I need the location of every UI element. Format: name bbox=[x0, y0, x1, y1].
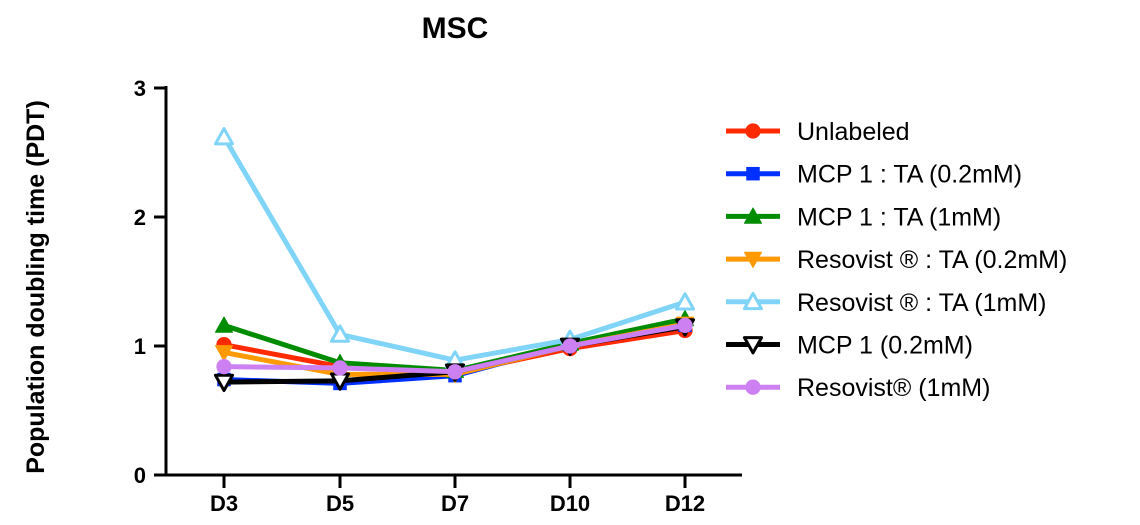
data-point bbox=[213, 127, 235, 146]
legend-label: Resovist ® : TA (1mM) bbox=[797, 289, 1046, 317]
y-ticks: 0 1 2 3 bbox=[134, 76, 166, 488]
data-point bbox=[677, 317, 693, 334]
legend-marker bbox=[743, 207, 763, 224]
y-tick-label: 3 bbox=[134, 76, 146, 101]
legend-entry: MCP 1 : TA (1mM) bbox=[726, 203, 1001, 231]
legend-marker bbox=[742, 336, 764, 355]
legend-entry: Unlabeled bbox=[726, 118, 910, 146]
data-point bbox=[562, 338, 578, 354]
y-tick-label: 1 bbox=[134, 334, 146, 359]
data-point bbox=[332, 360, 348, 376]
legend: Unlabeled MCP 1 : TA (0.2mM) MCP 1 : TA (1… bbox=[726, 118, 1067, 402]
legend-entry: MCP 1 : TA (0.2mM) bbox=[726, 161, 1022, 189]
y-axis-label: Population doubling time (PDT) bbox=[22, 100, 50, 474]
legend-label: Unlabeled bbox=[797, 118, 910, 146]
legend-entry: Resovist ® : TA (1mM) bbox=[726, 289, 1046, 317]
y-tick-label: 0 bbox=[134, 463, 146, 488]
legend-marker bbox=[745, 379, 761, 395]
series-group bbox=[213, 127, 696, 393]
x-ticks: D3 D5 D7 D10 D12 bbox=[210, 475, 705, 516]
legend-entry: Resovist ® : TA (0.2mM) bbox=[726, 246, 1067, 274]
series-line bbox=[221, 135, 686, 363]
x-tick-label: D5 bbox=[326, 491, 354, 516]
data-point bbox=[674, 292, 696, 311]
data-point bbox=[214, 345, 234, 362]
x-tick-label: D7 bbox=[441, 491, 469, 516]
x-tick-label: D10 bbox=[550, 491, 590, 516]
x-tick-label: D12 bbox=[665, 491, 705, 516]
legend-marker bbox=[743, 251, 763, 269]
y-tick-label: 2 bbox=[134, 205, 146, 230]
data-point bbox=[216, 358, 232, 375]
legend-label: Resovist® (1mM) bbox=[797, 374, 990, 402]
legend-label: MCP 1 (0.2mM) bbox=[797, 332, 973, 360]
legend-entry: Resovist® (1mM) bbox=[726, 374, 990, 402]
legend-marker bbox=[745, 123, 761, 139]
legend-label: MCP 1 : TA (1mM) bbox=[797, 203, 1001, 231]
series-6 bbox=[216, 317, 693, 380]
data-point bbox=[213, 373, 235, 393]
data-point bbox=[214, 316, 234, 333]
legend-marker bbox=[742, 291, 764, 311]
legend-marker bbox=[746, 166, 760, 181]
legend-entry: MCP 1 (0.2mM) bbox=[726, 332, 973, 360]
chart-title: MSC bbox=[422, 12, 489, 45]
x-tick-label: D3 bbox=[210, 491, 238, 516]
legend-label: MCP 1 : TA (0.2mM) bbox=[797, 161, 1022, 189]
data-point bbox=[447, 364, 463, 380]
legend-label: Resovist ® : TA (0.2mM) bbox=[797, 246, 1067, 274]
data-point bbox=[329, 324, 351, 343]
